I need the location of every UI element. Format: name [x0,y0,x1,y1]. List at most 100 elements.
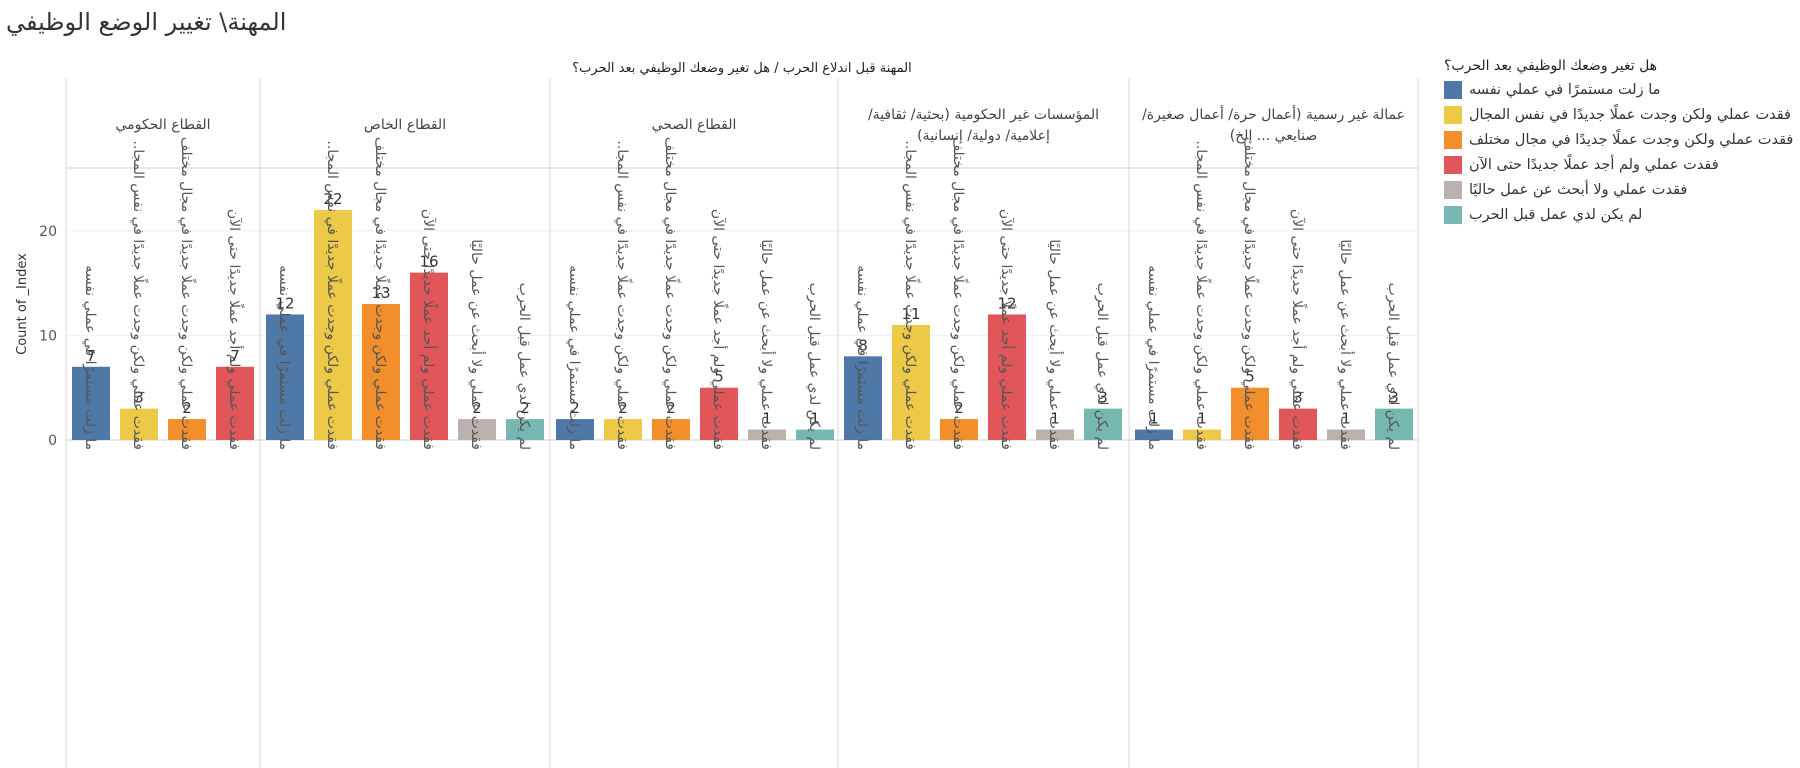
panel: القطاع الصحي 2 ما زلت مستمرًا في عملي نفسه… [556,117,834,450]
panel-header: المؤسسات غير الحكومية (بحثية/ ثقافية/ [868,107,1099,123]
data-label: 2 [520,399,530,417]
bar [604,419,642,440]
bar [1135,429,1173,440]
bar [892,324,930,440]
bar [1183,429,1221,440]
data-label: 7 [230,347,240,365]
x-tick-label: فقدت عملي ولم أجد عملًا جديدًا حتى الآن [1289,209,1308,450]
data-label: 22 [323,190,342,208]
legend: هل تغير وضعك الوظيفي بعد الحرب؟ ما زلت م… [1444,58,1800,227]
data-label: 2 [666,399,676,417]
panel-header: القطاع الحكومي [115,117,210,133]
x-tick-label: فقدت عملي ولكن وجدت عملًا جديدًا في مجال… [178,137,197,450]
panel-header: القطاع الصحي [652,117,737,133]
data-label: 1 [1149,410,1159,428]
legend-item[interactable]: فقدت عملي ولم أجد عملًا جديدًا حتى الآن [1444,152,1800,177]
legend-item[interactable]: فقدت عملي ولكن وجدت عملًا جديدًا في نفس … [1444,102,1800,127]
data-label: 8 [858,336,868,354]
bar [506,419,544,440]
legend-label: فقدت عملي ولم أجد عملًا جديدًا حتى الآن [1469,156,1719,173]
data-label: 1 [1050,410,1060,428]
bar-chart: المهنة قبل اندلاع الحرب / هل تغير وضعك ا… [15,61,1419,768]
legend-label: فقدت عملي ولا أبحث عن عمل حاليًا [1469,181,1688,198]
x-tick-label: ما زلت مستمرًا في عملي نفسه [276,265,292,450]
column-header: المهنة قبل اندلاع الحرب / هل تغير وضعك ا… [572,61,911,76]
data-label: 16 [419,253,438,271]
bar [410,272,448,440]
legend-label: لم يكن لدي عمل قبل الحرب [1469,206,1643,223]
y-tick-label: 0 [48,433,57,449]
x-tick-label: فقدت عملي ولم أجد عملًا جديدًا حتى الآن [998,209,1017,450]
data-label: 3 [1293,389,1303,407]
data-label: 2 [954,399,964,417]
data-label: 2 [618,399,628,417]
legend-item[interactable]: ما زلت مستمرًا في عملي نفسه [1444,77,1800,102]
y-axis-label: Count of _Index [15,253,30,355]
legend-item[interactable]: فقدت عملي ولا أبحث عن عمل حاليًا [1444,177,1800,202]
panel: عمالة غير رسمية (أعمال حرة/ أعمال صغيرة/… [1135,105,1413,450]
bar [314,209,352,440]
x-tick-label: ما زلت مستمرًا في عملي نفسه [566,265,582,450]
bar [362,304,400,440]
x-tick-label: فقدت عملي ولكن وجدت عملًا جديدًا في نفس … [614,140,633,450]
data-label: 1 [1197,410,1207,428]
bar [1036,429,1074,440]
page-title: المهنة\ تغيير الوضع الوظيفي [6,8,287,36]
data-label: 12 [275,294,294,312]
panel-header: عمالة غير رسمية (أعمال حرة/ أعمال صغيرة/ [1142,105,1405,123]
bar [72,366,110,440]
data-label: 2 [182,399,192,417]
legend-label: فقدت عملي ولكن وجدت عملًا جديدًا في مجال… [1469,131,1794,148]
legend-swatch [1444,105,1462,124]
x-tick-label: فقدت عملي ولا أبحث عن عمل حاليًا [468,239,486,450]
bar [1279,408,1317,440]
bar [1231,387,1269,440]
bar [652,419,690,440]
x-tick-label: فقدت عملي ولكن وجدت عملًا جديدًا في نفس … [1193,140,1212,450]
data-label: 3 [134,389,144,407]
bar [940,419,978,440]
bar [458,419,496,440]
bar [1084,408,1122,440]
panel-header: إعلامية/ دولية/ إنسانية) [917,128,1050,144]
bar [844,356,882,440]
legend-swatch [1444,80,1462,99]
x-tick-label: فقدت عملي ولكن وجدت عملًا جديدًا في مجال… [1241,137,1260,450]
x-tick-label: لم يكن لدي عمل قبل الحرب [806,283,822,450]
data-label: 12 [997,294,1016,312]
bar [1327,429,1365,440]
data-label: 13 [371,284,390,302]
data-label: 2 [472,399,482,417]
x-tick-label: فقدت عملي ولم أجد عملًا جديدًا حتى الآن [710,209,729,450]
bar [1375,408,1413,440]
bar [988,314,1026,440]
legend-swatch [1444,205,1462,224]
bar [748,429,786,440]
panel: القطاع الحكومي 7 ما زلت مستمرًا في عملي نف… [72,117,254,450]
x-tick-label: فقدت عملي ولم أجد عملًا جديدًا حتى الآن [420,209,439,450]
legend-label: ما زلت مستمرًا في عملي نفسه [1469,81,1661,98]
x-tick-label: فقدت عملي ولكن وجدت عملًا جديدًا في نفس … [130,140,149,450]
x-tick-label: فقدت عملي ولا أبحث عن عمل حاليًا [1046,239,1064,450]
legend-label: فقدت عملي ولكن وجدت عملًا جديدًا في نفس … [1469,106,1791,123]
data-label: 3 [1389,389,1399,407]
x-tick-label: ما زلت مستمرًا في عملي نفسه [82,265,98,450]
bar [168,419,206,440]
bar [266,314,304,440]
x-tick-label: لم يكن لدي عمل قبل الحرب [516,283,532,450]
x-tick-label: فقدت عملي ولكن وجدت عملًا جديدًا في مجال… [372,137,391,450]
data-label: 1 [1341,410,1351,428]
bar [556,419,594,440]
legend-item[interactable]: فقدت عملي ولكن وجدت عملًا جديدًا في مجال… [1444,127,1800,152]
legend-item[interactable]: لم يكن لدي عمل قبل الحرب [1444,202,1800,227]
y-tick-label: 10 [39,328,57,344]
data-label: 1 [762,410,772,428]
bar [216,366,254,440]
legend-swatch [1444,155,1462,174]
bar [700,387,738,440]
x-tick-label: فقدت عملي ولكن وجدت عملًا جديدًا في نفس … [902,140,921,450]
panel-header: صنايعي ... إلخ) [1230,128,1318,144]
legend-swatch [1444,180,1462,199]
y-tick-label: 20 [39,224,57,240]
